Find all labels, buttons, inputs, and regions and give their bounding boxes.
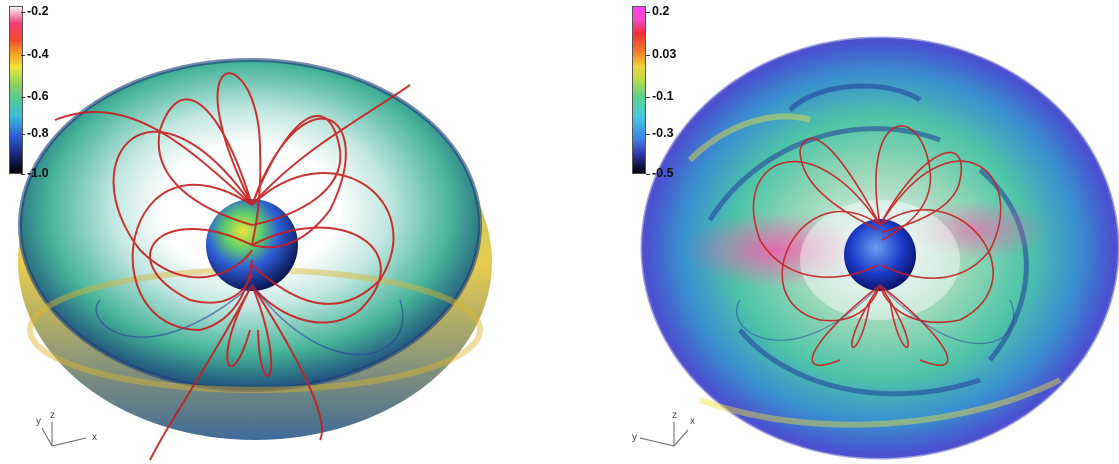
right-colorbar-tick: -0.5 xyxy=(646,166,674,180)
axis-z-label: z xyxy=(672,410,677,421)
left-colorbar-tick: -0.4 xyxy=(21,47,49,61)
central-star xyxy=(844,219,916,291)
left-axis-triad: z x y xyxy=(34,410,104,455)
left-visualization-panel: -0.2 -0.4 -0.6 -0.8 -1.0 z x y xyxy=(0,0,559,464)
axis-y-label: y xyxy=(36,416,41,427)
right-colorbar-tick: 0.2 xyxy=(645,4,670,18)
right-colorbar-tick: 0.03 xyxy=(645,47,677,61)
left-colorbar-tick: -0.2 xyxy=(21,4,49,18)
axis-triad-icon xyxy=(41,422,87,447)
axis-y-label: y xyxy=(632,432,637,443)
magnetic-field-lines xyxy=(54,72,411,461)
left-colorbar-tick: -1.0 xyxy=(21,166,49,180)
left-colorbar-tick: -0.6 xyxy=(21,89,49,103)
right-axis-triad: z x y xyxy=(630,410,710,455)
right-visualization-panel: z x y xyxy=(560,0,1119,464)
axis-x-label: x xyxy=(92,432,97,443)
right-sphere-render xyxy=(640,36,1119,460)
magnetic-field-lines xyxy=(752,125,1002,366)
axis-x-label: x xyxy=(690,416,695,427)
left-colorbar-tick: -0.8 xyxy=(21,126,49,140)
left-torus-render xyxy=(18,58,492,461)
right-colorbar-tick: -0.3 xyxy=(646,126,674,140)
right-colorbar-tick: -0.1 xyxy=(646,89,674,103)
axis-z-label: z xyxy=(50,410,55,421)
left-colorbar xyxy=(9,6,23,174)
axis-triad-icon xyxy=(639,422,689,447)
right-colorbar xyxy=(632,6,646,174)
